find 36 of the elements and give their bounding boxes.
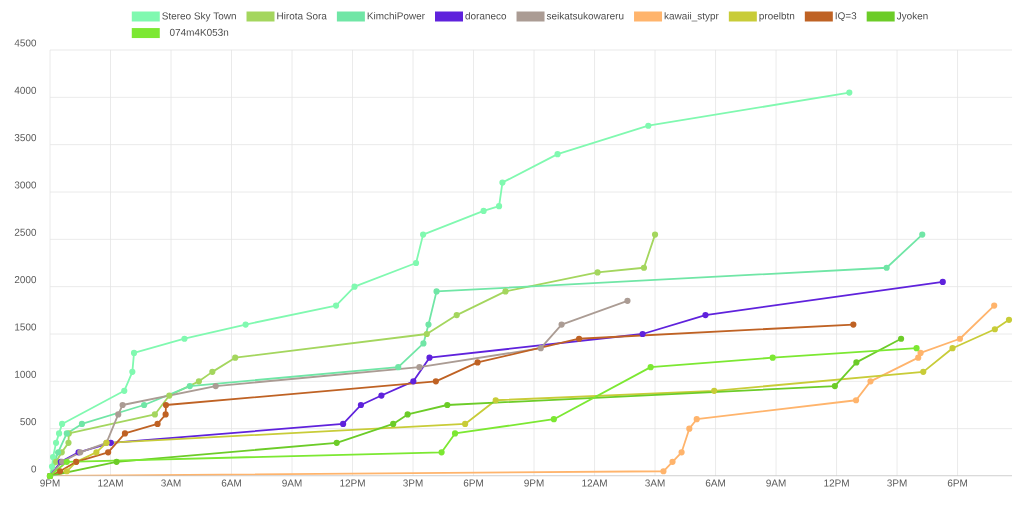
y-tick-label: 500 [20, 418, 37, 426]
x-tick-label: 6AM [221, 479, 241, 487]
x-tick-label: 3PM [887, 479, 907, 487]
y-tick-label: 4500 [14, 39, 37, 47]
y-tick-label: 3000 [14, 181, 37, 189]
x-tick-label: 9AM [282, 479, 302, 487]
x-tick-label: 12AM [98, 479, 123, 487]
y-tick-label: 3500 [14, 134, 37, 142]
y-tick-label: 2500 [14, 228, 37, 236]
x-tick-label: 6AM [705, 479, 725, 487]
legend-label: IQ=3 [835, 12, 857, 22]
x-tick-label: 3PM [403, 479, 423, 487]
x-tick-label: 12AM [582, 479, 607, 487]
y-tick-label: 1000 [15, 370, 37, 378]
legend-label: kawaii_stypr [664, 12, 719, 22]
x-tick-label: 12PM [340, 479, 365, 487]
legend-label: Stereo Sky Town [162, 12, 236, 22]
x-tick-label: 6PM [463, 479, 483, 487]
x-tick-label: 6PM [947, 479, 967, 487]
legend-label: KimchiPower [367, 12, 425, 20]
y-tick-label: 4000 [14, 86, 37, 94]
y-tick-label: 1500 [15, 323, 37, 331]
legend-label: doraneco [465, 12, 507, 20]
x-tick-label: 12PM [824, 479, 849, 487]
x-tick-label: 9PM [40, 479, 60, 487]
x-tick-label: 3AM [161, 479, 181, 487]
y-tick-label: 2000 [14, 276, 37, 284]
x-tick-label: 9PM [524, 479, 544, 487]
x-tick-label: 3AM [645, 479, 665, 487]
legend-label: Jyoken [896, 12, 928, 22]
legend-label: seikatsukowareru [546, 12, 624, 20]
legend-label: 074m4K053n [169, 28, 229, 36]
x-tick-label: 9AM [766, 479, 786, 487]
legend-label: Hirota Sora [277, 12, 327, 20]
y-tick-label: 0 [31, 465, 37, 473]
legend-label: proelbtn [759, 12, 795, 22]
